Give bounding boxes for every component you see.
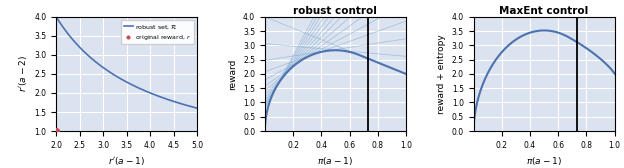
Legend: robust set, $\mathcal{R}$, original reward, $r$: robust set, $\mathcal{R}$, original rewa… [121, 20, 194, 44]
X-axis label: $\pi(a-1)$: $\pi(a-1)$ [318, 155, 353, 167]
Y-axis label: reward: reward [228, 58, 238, 90]
Point [51, 130, 61, 132]
X-axis label: $\pi(a-1)$: $\pi(a-1)$ [526, 155, 562, 167]
Y-axis label: reward + entropy: reward + entropy [437, 34, 446, 114]
Title: MaxEnt control: MaxEnt control [499, 6, 589, 16]
X-axis label: $r^{\prime}(a-1)$: $r^{\prime}(a-1)$ [109, 155, 145, 167]
Title: robust control: robust control [293, 6, 378, 16]
Y-axis label: $r^{\prime}(a-2)$: $r^{\prime}(a-2)$ [17, 56, 29, 92]
